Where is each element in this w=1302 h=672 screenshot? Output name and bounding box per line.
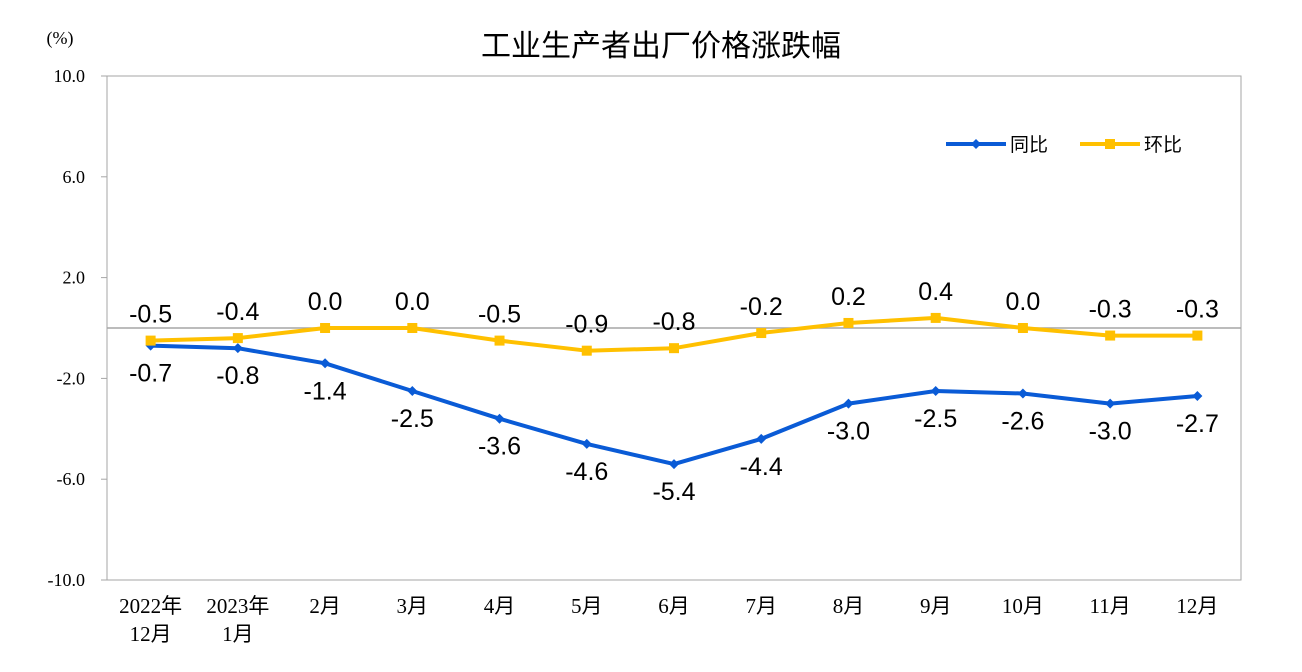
data-label: 0.0 [1006,288,1041,316]
x-tick-label: 9月 [920,594,952,618]
data-point-marker [1105,398,1116,409]
x-tick-label-line: 2023年 [206,594,269,618]
data-label: -3.0 [1089,418,1132,446]
data-label: -2.6 [1001,408,1044,436]
x-tick-label: 7月 [745,594,777,618]
data-point-marker [1192,391,1203,402]
data-labels: -0.7 -0.8 -1.4 -2.5 -3.6 -4.6 -5.4 -4.4 -3.0 -2.5… [129,278,1219,506]
data-point-marker [232,343,243,354]
data-point-marker [1192,330,1203,341]
data-label: -0.4 [216,298,259,326]
x-tick-label: 2023年 1月 [206,594,269,646]
data-point-marker [930,312,941,323]
x-tick-label: 2022年 12月 [119,594,182,646]
data-label: -0.5 [478,301,521,329]
data-point-marker [669,459,679,470]
data-point-marker [669,343,679,354]
data-point-marker [407,386,418,396]
x-tick-label-line: 9月 [920,594,952,618]
data-label: -0.5 [129,301,172,329]
data-label: -0.7 [129,360,172,388]
x-tick-label-line: 1月 [222,622,254,646]
data-label: -0.3 [1176,296,1219,324]
data-point-marker [1105,330,1116,341]
data-point-marker [145,335,156,346]
data-point-marker [843,398,854,409]
legend-label: 环比 [1144,134,1182,156]
legend-marker [971,139,981,149]
data-label: -1.4 [304,377,347,405]
data-label: -0.9 [565,311,608,339]
data-point-marker [232,333,243,344]
data-point-marker [756,433,767,444]
x-tick-label-line: 7月 [745,594,777,618]
y-tick-label: -6.0 [57,469,86,489]
data-label: -0.3 [1089,296,1132,324]
x-tick-label-line: 2月 [309,594,341,618]
x-tick-label: 4月 [484,594,516,618]
data-label: 0.2 [831,283,866,311]
x-tick-label: 2月 [309,594,341,618]
data-label: -0.2 [740,293,783,321]
x-tick-label-line: 5月 [571,594,603,618]
x-tick-label: 6月 [658,594,690,618]
x-tick-label: 3月 [397,594,429,618]
data-point-marker [320,323,331,333]
legend-marker [1105,139,1115,149]
x-tick-label-line: 12月 [130,622,172,646]
data-label: 0.4 [918,278,953,306]
y-tick-label: 6.0 [63,167,86,187]
x-tick-label: 10月 [1002,594,1044,618]
y-tick-label: 10.0 [54,66,86,86]
data-label: -2.5 [391,405,434,433]
x-tick-label-line: 12月 [1176,594,1218,618]
legend: 同比 环比 [946,134,1182,156]
data-point-marker [494,335,505,346]
data-label: -2.5 [914,405,957,433]
x-tick-label: 5月 [571,594,603,618]
x-tick-label-line: 4月 [484,594,516,618]
y-tick-label: 2.0 [63,268,86,288]
x-tick-label: 11月 [1090,594,1131,618]
x-tick-label-line: 2022年 [119,594,182,618]
data-point-marker [494,413,505,424]
data-label: -0.8 [652,308,695,336]
chart-title: 工业生产者出厂价格涨跌幅 [481,29,841,64]
data-label: -4.6 [565,458,608,486]
data-point-marker [843,317,854,328]
y-tick-label: -2.0 [57,368,86,388]
data-point-marker [320,358,331,369]
data-point-marker [1017,323,1028,333]
series-layer [145,312,1203,470]
x-tick-label-line: 10月 [1002,594,1044,618]
x-tick-label-line: 3月 [397,594,429,618]
data-label: -3.6 [478,433,521,461]
data-label: 0.0 [395,288,430,316]
y-unit-label: (%) [47,28,74,49]
data-label: -5.4 [652,478,695,506]
y-axis: -10.0 -6.0 -2.0 2.0 6.0 10.0 [48,66,1241,590]
data-label: 0.0 [308,288,343,316]
data-label: -2.7 [1176,410,1219,438]
x-tick-label-line: 8月 [833,594,865,618]
x-axis: 2022年 12月 2023年 1月 2月 3月 4月 5月 6月 7月 8月 9月 10月 11月 12月 [119,594,1218,646]
data-point-marker [581,345,592,356]
data-point-marker [930,386,941,396]
data-point-marker [581,438,592,449]
x-tick-label-line: 11月 [1090,594,1131,618]
x-tick-label-line: 6月 [658,594,690,618]
data-label: -3.0 [827,418,870,446]
data-point-marker [407,323,418,333]
x-tick-label: 12月 [1176,594,1218,618]
y-tick-label: -10.0 [48,570,86,590]
data-label: -0.8 [216,362,259,390]
data-point-marker [756,328,767,339]
data-label: -4.4 [740,453,783,481]
legend-label: 同比 [1010,134,1048,156]
x-tick-label: 8月 [833,594,865,618]
data-point-marker [1017,388,1028,399]
